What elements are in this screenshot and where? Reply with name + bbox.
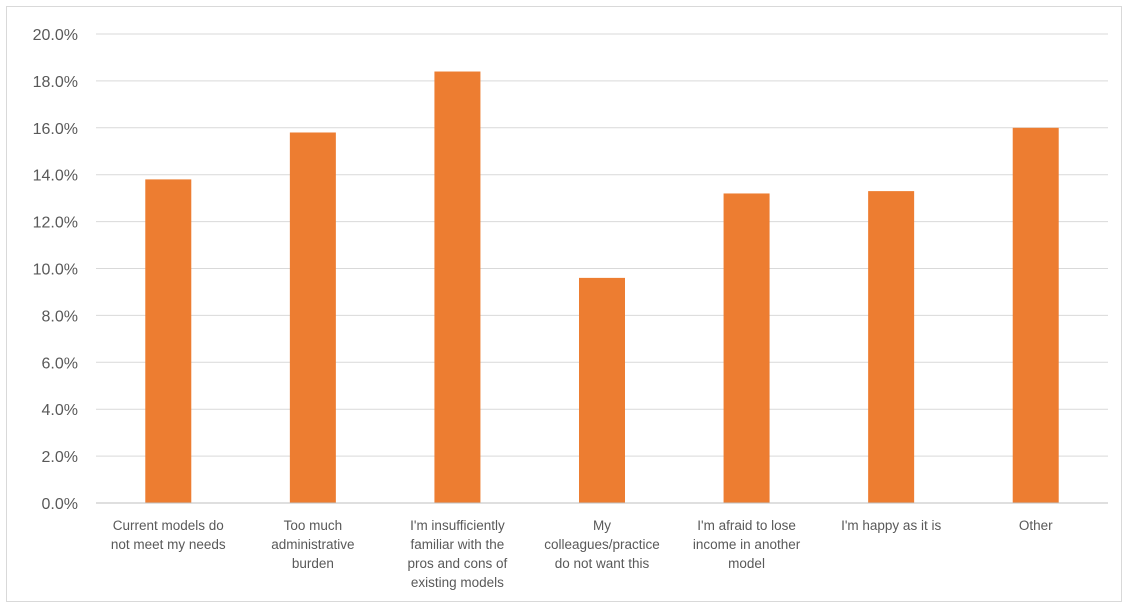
bar <box>579 277 625 503</box>
x-category-label-line: My <box>593 518 611 533</box>
bar <box>1012 127 1059 504</box>
x-category-label-line: existing models <box>411 575 504 590</box>
x-category-label: Current models do not meet my needs <box>111 518 226 552</box>
x-category-label-line: model <box>728 556 765 571</box>
y-tick-label: 10.0% <box>33 262 78 279</box>
x-category-label-line: administrative <box>271 537 354 552</box>
y-tick-label: 0.0% <box>42 496 78 513</box>
y-tick-label: 12.0% <box>33 215 78 232</box>
bar <box>145 179 192 503</box>
y-tick-label: 4.0% <box>42 402 78 419</box>
x-category-label-line: Current models do <box>113 518 224 533</box>
y-tick-label: 18.0% <box>33 74 78 91</box>
x-category-label-line: Other <box>1019 518 1053 533</box>
bar <box>868 191 915 504</box>
x-category-label-line: I'm afraid to lose <box>697 518 796 533</box>
x-category-label: Other <box>1019 518 1053 533</box>
x-category-label: I'm afraid to lose income in another model <box>693 518 801 571</box>
x-category-label-line: familiar with the <box>411 537 505 552</box>
x-category-label-line: income in another <box>693 537 801 552</box>
x-category-label-line: I'm happy as it is <box>841 518 941 533</box>
x-category-label-line: burden <box>292 556 334 571</box>
y-tick-label: 8.0% <box>42 308 78 325</box>
bar <box>289 132 336 504</box>
x-category-label-line: Too much <box>284 518 343 533</box>
x-category-label: I'm insufficiently familiar with the pros … <box>408 518 508 590</box>
bar <box>723 193 770 503</box>
y-tick-label: 16.0% <box>33 121 78 138</box>
y-tick-label: 6.0% <box>42 355 78 372</box>
x-category-label-line: not meet my needs <box>111 537 226 552</box>
x-category-label: I'm happy as it is <box>841 518 941 533</box>
bar <box>434 71 481 504</box>
y-tick-label: 14.0% <box>33 168 78 185</box>
x-category-label: My colleagues/practice do not want this <box>544 518 660 571</box>
x-category-label: Too much administrative burden <box>271 518 354 571</box>
x-category-label-line: colleagues/practice <box>544 537 660 552</box>
x-category-label-line: pros and cons of <box>408 556 508 571</box>
x-category-label-line: do not want this <box>555 556 650 571</box>
x-category-label-line: I'm insufficiently <box>410 518 505 533</box>
y-tick-label: 20.0% <box>33 27 78 44</box>
y-tick-label: 2.0% <box>42 449 78 466</box>
